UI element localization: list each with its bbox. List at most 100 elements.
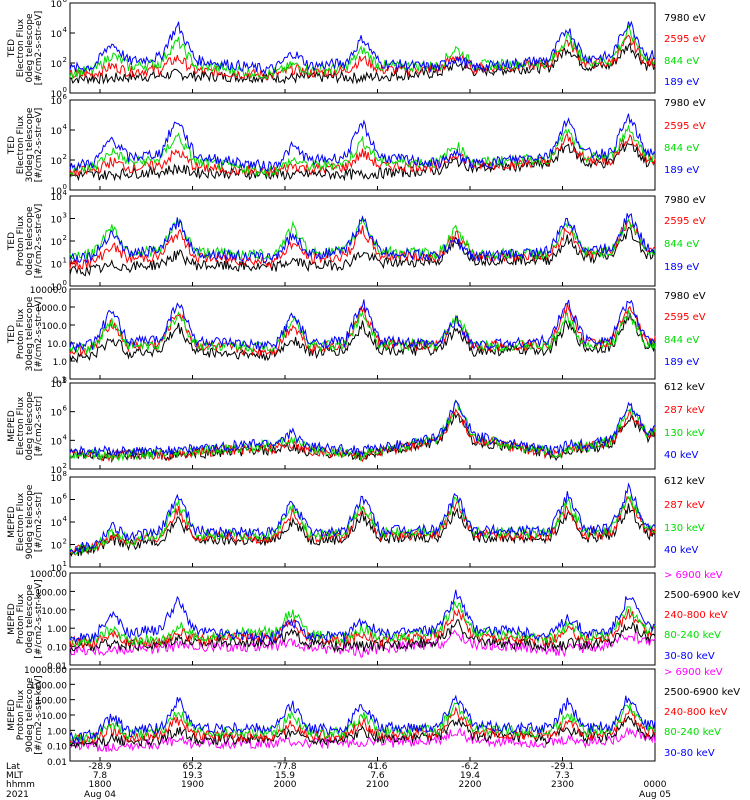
y-tick-exponent: 2 [63, 234, 67, 242]
y-tick-exponent: 2 [63, 538, 67, 546]
y-tick-exponent: 0 [63, 86, 67, 94]
legend-entry: 844 eV [664, 239, 699, 250]
legend-entry: 2500-6900 keV [664, 687, 740, 698]
y-tick-label: 1.00 [47, 625, 67, 635]
legend-entry: 80-240 keV [664, 727, 721, 738]
series-line-189-ev [69, 113, 656, 172]
y-tick-label: 1.0 [53, 358, 68, 368]
time-axis-value: 2300 [551, 780, 574, 790]
time-axis-value: 7.8 [93, 771, 108, 781]
y-tick-label: 1000.00 [30, 681, 67, 691]
y-axis-label: 0deg telescope [25, 584, 35, 654]
legend-entry: 240-800 keV [664, 707, 728, 718]
legend-entry: 7980 eV [664, 291, 706, 302]
series-line-612-kev [69, 412, 656, 464]
y-axis-label: Electron Flux [16, 115, 26, 174]
plot-frame [69, 382, 656, 470]
y-tick-label: 10 [51, 238, 63, 248]
y-axis-label: [#/cm2-s-str] [34, 396, 44, 456]
y-axis-label: TED [7, 232, 17, 251]
y-tick-exponent: 0 [63, 183, 67, 191]
y-tick-exponent: 1 [63, 257, 67, 265]
time-axis-row-label: hhmm [6, 780, 35, 790]
panel-7: 0.01 0.10 1.00 10.00 100.00 1000.00 MEPED Proto… [7, 570, 740, 672]
legend-entry: 612 keV [664, 476, 705, 487]
y-tick-label: 10 [51, 261, 63, 271]
legend-entry: 2595 eV [664, 34, 706, 45]
series-line--6900-kev [69, 629, 656, 659]
y-tick-label: 10000.0 [30, 286, 67, 296]
legend-entry: > 6900 keV [664, 570, 723, 581]
legend-entry: 130 keV [664, 523, 705, 534]
series-line-30-80-kev [69, 589, 656, 645]
panel-4: 0.1 1.0 10.0 100.0 1000.0 10000.0 TED Proton Fl… [7, 286, 706, 386]
y-tick-exponent: 1 [63, 560, 67, 568]
legend-entry: 7980 eV [664, 13, 706, 24]
series-line-612-kev [69, 503, 656, 557]
time-axis-value: -6.2 [461, 762, 479, 772]
series-line-7980-ev [69, 142, 656, 182]
legend-entry: 80-240 keV [664, 630, 721, 641]
y-tick-label: 10000.00 [24, 666, 67, 676]
time-axis-value: 15.9 [275, 771, 295, 781]
y-tick-label: 10 [51, 437, 63, 447]
legend-entry: 189 eV [664, 357, 699, 368]
y-axis-label: [#/cm2-s-str] [34, 492, 44, 552]
series-line-40-kev [69, 482, 656, 554]
y-tick-exponent: 6 [63, 0, 68, 4]
time-axis-value: 65.2 [182, 762, 202, 772]
y-tick-exponent: 4 [63, 433, 68, 441]
y-axis-label: MEPED [7, 410, 17, 442]
y-axis-label: 30deg telescope [25, 296, 35, 371]
y-axis-label: 0deg telescope [25, 13, 35, 83]
series-line-2595-ev [69, 302, 656, 357]
time-axis-value: Aug 05 [639, 790, 671, 800]
legend-entry: 2500-6900 keV [664, 590, 740, 601]
legend-entry: 130 keV [664, 428, 705, 439]
y-tick-exponent: 3 [63, 212, 67, 220]
series-line-7980-ev [69, 42, 656, 85]
time-axis-row-label: 2021 [6, 790, 29, 800]
plot-frame [69, 195, 656, 287]
time-axis-value: 7.3 [555, 771, 569, 781]
series-line-844-ev [69, 124, 656, 178]
time-axis-value: 19.4 [460, 771, 480, 781]
series-line-189-ev [69, 213, 656, 264]
y-tick-exponent: 4 [63, 26, 68, 34]
time-axis-value: 0000 [644, 780, 667, 790]
y-axis-label: 30deg telescope [25, 107, 35, 182]
time-axis-row-label: MLT [6, 771, 24, 781]
legend-entry: 40 keV [664, 545, 698, 556]
legend-entry: 287 keV [664, 500, 705, 511]
y-tick-exponent: 6 [63, 405, 68, 413]
time-axis-value: 2000 [274, 780, 297, 790]
y-axis-label: Electron Flux [16, 18, 26, 77]
y-tick-exponent: 4 [63, 515, 68, 523]
y-axis-label: [#/cm2-s-str-keV] [34, 675, 44, 754]
y-tick-label: 10 [51, 542, 63, 552]
legend-entry: 40 keV [664, 450, 698, 461]
series-line-80-240-kev [69, 701, 656, 745]
y-axis-label: 90deg telescope [25, 484, 35, 559]
y-axis-label: Electron Flux [16, 396, 26, 455]
y-tick-label: 10 [51, 97, 63, 107]
y-axis-label: MEPED [7, 603, 17, 635]
legend-entry: 189 eV [664, 262, 699, 273]
y-tick-label: 0.10 [47, 644, 67, 654]
y-tick-label: 100.00 [36, 588, 68, 598]
legend-entry: 30-80 keV [664, 748, 715, 759]
legend-entry: 2595 eV [664, 216, 706, 227]
series-line-189-ev [69, 299, 656, 353]
y-tick-label: 10 [51, 409, 63, 419]
series-line-30-80-kev [69, 694, 656, 745]
series-line-844-ev [69, 217, 656, 261]
y-axis-label: Proton Flux [16, 215, 26, 266]
series-line-189-ev [69, 20, 656, 76]
y-tick-label: 10.00 [41, 712, 67, 722]
y-tick-label: 10 [51, 0, 63, 10]
y-axis-label: TED [7, 136, 17, 155]
